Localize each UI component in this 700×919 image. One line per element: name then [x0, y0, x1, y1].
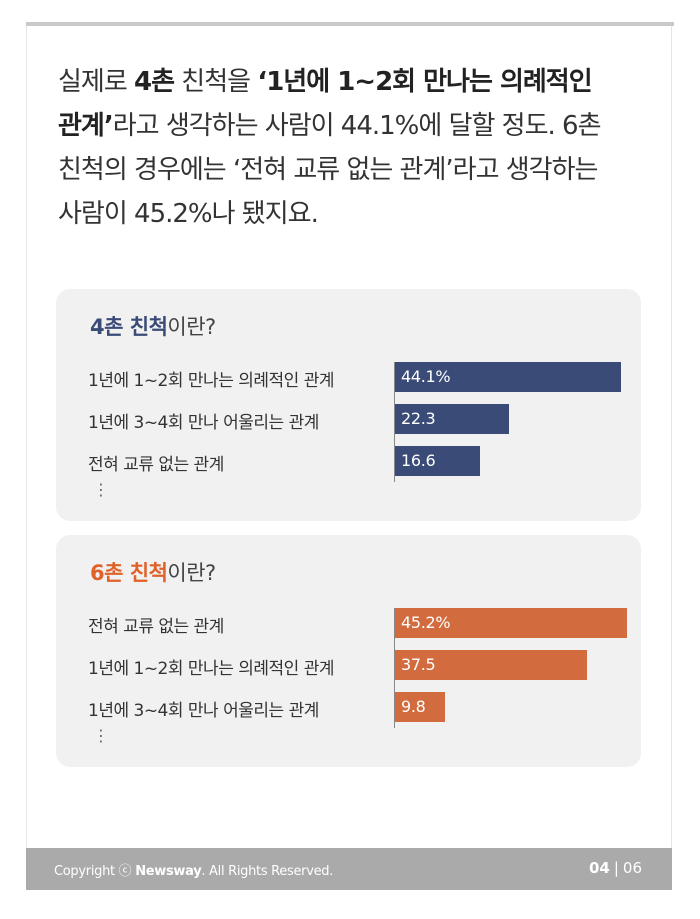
category-label: 1년에 3~4회 만나 어울리는 관계: [88, 701, 319, 721]
more-icon: ⋮: [93, 480, 109, 499]
category-label: 1년에 1~2회 만나는 의례적인 관계: [88, 659, 335, 679]
bar: 16.6: [395, 446, 481, 476]
intro-text-2: 친척을: [174, 67, 258, 97]
category-label: 전혀 교류 없는 관계: [88, 455, 224, 475]
bar: 37.5: [395, 650, 588, 680]
bar-value-label: 16.6: [401, 451, 436, 470]
copyright-prefix: Copyright ⓒ: [54, 864, 136, 879]
bar-value-label: 22.3: [401, 409, 436, 428]
intro-text-1: 실제로: [58, 67, 135, 97]
copyright-suffix: . All Rights Reserved.: [201, 864, 334, 879]
more-icon: ⋮: [93, 726, 109, 745]
intro-bold-1: 4촌: [134, 67, 175, 97]
page-separator: |: [613, 859, 619, 877]
page-indicator: 04 | 06: [589, 859, 642, 877]
bar: 45.2%: [395, 608, 627, 638]
bar-value-label: 45.2%: [401, 613, 451, 632]
top-border: [26, 22, 674, 26]
chart-title: 6촌 친척이란?: [90, 557, 216, 587]
category-label: 1년에 3~4회 만나 어울리는 관계: [88, 413, 319, 433]
category-label: 전혀 교류 없는 관계: [88, 617, 224, 637]
chart-title-bold: 4촌 친척: [90, 315, 168, 339]
chart-panel-4chon: 4촌 친척이란? ⋮ 1년에 1~2회 만나는 의례적인 관계 44.1% 1년에 …: [56, 289, 641, 521]
axis-line: [394, 608, 395, 728]
copyright-text: Copyright ⓒ Newsway. All Rights Reserved…: [54, 860, 333, 879]
chart-title-rest: 이란?: [167, 315, 216, 339]
bar-value-label: 44.1%: [401, 367, 451, 386]
chart-title: 4촌 친척이란?: [90, 311, 216, 341]
axis-line: [394, 362, 395, 482]
brand-name: Newsway: [135, 864, 202, 879]
bar: 44.1%: [395, 362, 622, 392]
top-strip: [0, 0, 700, 26]
intro-paragraph: 실제로 4촌 친척을 ‘1년에 1~2회 만나는 의례적인 관계’라고 생각하는…: [58, 60, 618, 236]
category-label: 1년에 1~2회 만나는 의례적인 관계: [88, 371, 335, 391]
bar: 9.8: [395, 692, 446, 722]
page-total: 06: [622, 859, 642, 877]
bar: 22.3: [395, 404, 510, 434]
chart-title-rest: 이란?: [167, 561, 216, 585]
intro-text-3: 라고 생각하는 사람이 44.1%에 달할 정도. 6촌 친척의 경우에는 ‘전…: [58, 111, 602, 229]
chart-panel-6chon: 6촌 친척이란? ⋮ 전혀 교류 없는 관계 45.2% 1년에 1~2회 만나는 …: [56, 535, 641, 767]
intro-bold-2: ‘1년에 1~2회 만나는 의례적인 관계’: [58, 67, 593, 141]
page-current: 04: [588, 859, 610, 877]
bar-value-label: 9.8: [401, 697, 426, 716]
chart-title-bold: 6촌 친척: [90, 561, 168, 585]
footer-bar: Copyright ⓒ Newsway. All Rights Reserved…: [26, 848, 672, 890]
bar-value-label: 37.5: [401, 655, 436, 674]
